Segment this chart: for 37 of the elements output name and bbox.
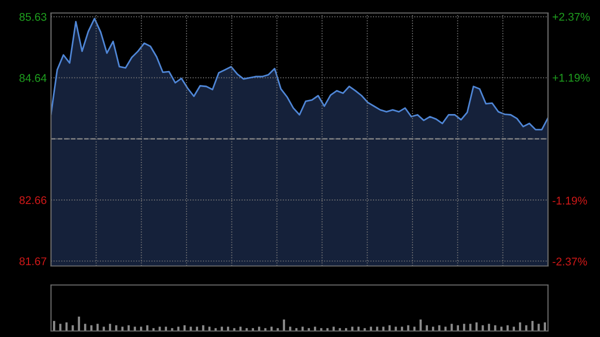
bar [512, 326, 515, 331]
bar [78, 316, 80, 331]
bar [146, 325, 148, 331]
y-tick-label: 81.67 [20, 257, 46, 266]
bar [115, 325, 118, 331]
bar [494, 325, 496, 331]
y-tick-label: 85.63 [20, 12, 46, 21]
bar [332, 326, 335, 331]
bar [202, 325, 204, 331]
y2-tick-label: +2.37% [552, 12, 590, 21]
bar [190, 326, 192, 331]
bar [59, 324, 62, 331]
bar [450, 324, 453, 331]
bar [482, 325, 484, 331]
y2-tick-label: -2.37% [552, 258, 587, 266]
bar [158, 326, 161, 331]
bar [364, 328, 366, 331]
bar [246, 328, 248, 331]
bar [84, 324, 86, 331]
bar [264, 328, 266, 331]
bar [102, 326, 105, 331]
bar [407, 325, 410, 331]
y-tick-label: 82.66 [20, 196, 46, 204]
bar [233, 328, 236, 331]
bar [289, 326, 292, 331]
bar [394, 326, 397, 331]
y2-tick-label: -1.19% [552, 196, 587, 205]
y2-tick-label: +1.19% [552, 74, 590, 82]
bar [538, 324, 540, 331]
bar [276, 328, 279, 331]
y-tick-label: 84.64 [20, 74, 47, 82]
bar [320, 328, 322, 331]
bar [72, 325, 74, 331]
bar [525, 325, 528, 331]
bar [351, 326, 354, 331]
bar [308, 328, 310, 331]
bar [438, 325, 440, 331]
